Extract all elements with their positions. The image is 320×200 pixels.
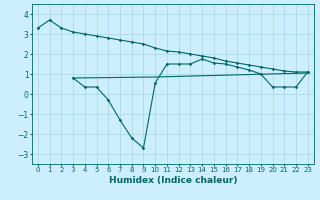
X-axis label: Humidex (Indice chaleur): Humidex (Indice chaleur): [108, 176, 237, 185]
